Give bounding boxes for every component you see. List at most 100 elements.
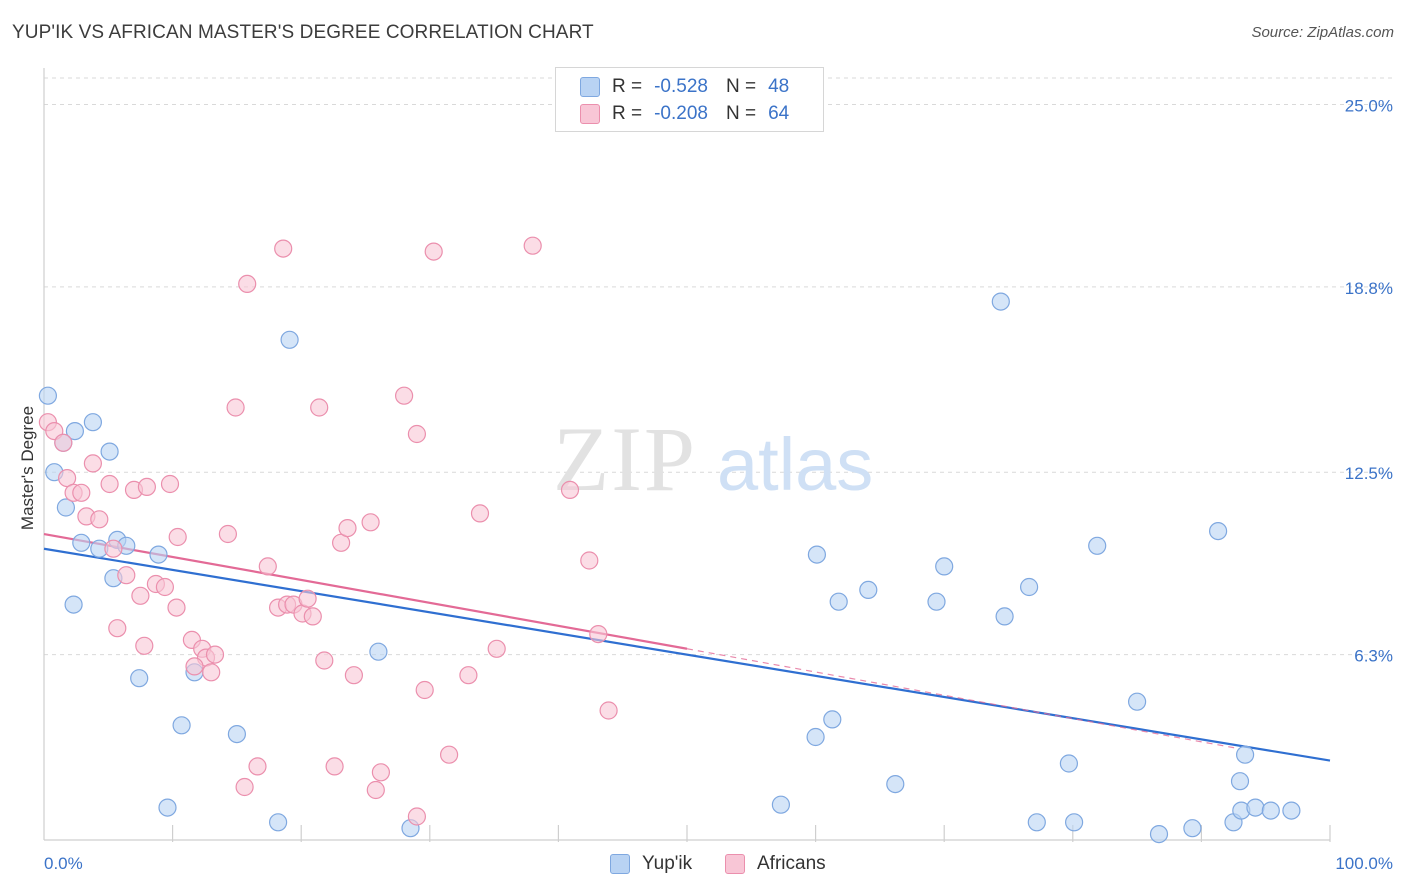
legend-swatch-blue <box>580 77 600 97</box>
y-tick-label: 25.0% <box>1345 96 1393 115</box>
point-yupik <box>1027 813 1046 832</box>
point-africans <box>407 424 426 444</box>
point-africans <box>589 624 608 644</box>
x-tick-label: 0.0% <box>44 854 83 873</box>
point-yupik <box>83 413 103 432</box>
point-yupik <box>1230 772 1250 791</box>
point-africans <box>344 666 363 685</box>
trend-line-yupik <box>43 547 1331 762</box>
series-legend-africans: Africans <box>725 851 826 877</box>
point-yupik <box>227 724 246 744</box>
point-africans <box>226 398 245 417</box>
legend-r-label: R = <box>612 76 643 97</box>
point-africans <box>155 577 174 597</box>
watermark: ZIP atlas <box>553 408 873 510</box>
point-africans <box>168 527 187 547</box>
point-africans <box>90 510 109 529</box>
point-africans <box>235 777 254 797</box>
point-yupik <box>1059 754 1079 773</box>
point-yupik <box>886 774 905 794</box>
point-africans <box>303 607 322 626</box>
point-africans <box>310 398 329 417</box>
point-yupik <box>56 498 76 517</box>
point-yupik <box>927 592 946 611</box>
point-yupik <box>771 795 791 814</box>
point-yupik <box>995 607 1014 626</box>
series-swatch-pink <box>725 854 745 874</box>
point-yupik <box>1282 801 1301 820</box>
point-africans <box>371 763 390 782</box>
point-yupik <box>829 592 848 611</box>
point-yupik <box>807 545 827 564</box>
point-africans <box>167 598 186 617</box>
series-swatch-blue <box>610 854 630 874</box>
point-yupik <box>935 557 954 576</box>
series-legend-yupik: Yup'ik <box>610 851 692 877</box>
point-yupik <box>38 386 58 405</box>
point-yupik <box>1127 692 1147 711</box>
point-africans <box>580 551 599 570</box>
point-yupik <box>64 595 83 614</box>
point-africans <box>407 807 426 826</box>
correlation-legend: R = -0.528 N = 48 R = -0.208 N = 64 <box>555 67 824 132</box>
point-africans <box>424 242 443 261</box>
point-yupik <box>823 710 842 729</box>
point-yupik <box>269 813 288 832</box>
point-africans <box>100 474 119 494</box>
legend-r-value: -0.208 <box>654 103 708 124</box>
point-yupik <box>1235 745 1255 764</box>
point-yupik <box>72 533 91 552</box>
point-yupik <box>1149 824 1169 844</box>
point-africans <box>54 433 73 452</box>
legend-n-value: 64 <box>768 103 790 124</box>
legend-r-value: -0.528 <box>654 76 708 97</box>
point-africans <box>218 524 237 544</box>
point-yupik <box>100 442 119 461</box>
point-africans <box>131 586 150 605</box>
point-africans <box>72 483 91 502</box>
point-yupik <box>1208 521 1228 541</box>
point-africans <box>470 504 490 523</box>
point-africans <box>459 666 478 685</box>
axes <box>43 68 1331 842</box>
y-tick-label: 12.5% <box>1345 464 1393 483</box>
point-africans <box>415 680 434 700</box>
y-tick-label: 6.3% <box>1354 647 1393 666</box>
series-name: Africans <box>757 853 826 874</box>
legend-row-africans: R = -0.208 N = 64 <box>580 101 789 127</box>
point-yupik <box>1088 536 1107 555</box>
data-points <box>38 236 1301 844</box>
point-africans <box>258 557 277 576</box>
point-africans <box>108 619 127 638</box>
point-africans <box>160 474 180 494</box>
point-africans <box>117 566 136 585</box>
point-yupik <box>149 545 168 564</box>
watermark-atlas: atlas <box>717 423 873 506</box>
point-africans <box>298 589 317 608</box>
y-tick-label: 18.8% <box>1345 279 1393 298</box>
legend-n-label: N = <box>725 103 757 124</box>
point-yupik <box>280 330 299 349</box>
point-yupik <box>65 422 85 441</box>
legend-n-value: 48 <box>768 76 790 97</box>
point-africans <box>83 454 103 473</box>
legend-r-label: R = <box>612 103 643 124</box>
point-yupik <box>172 716 191 735</box>
point-africans <box>440 745 459 764</box>
point-africans <box>523 236 542 255</box>
point-africans <box>185 657 204 676</box>
point-africans <box>135 636 154 655</box>
trend-line-africans-extension <box>686 648 1241 750</box>
point-africans <box>202 663 221 682</box>
point-africans <box>599 701 618 720</box>
point-africans <box>248 757 267 776</box>
point-africans <box>238 274 257 293</box>
point-yupik <box>1261 801 1280 820</box>
point-africans <box>395 386 414 405</box>
point-africans <box>104 539 123 558</box>
x-tick-label: 100.0% <box>1335 854 1393 873</box>
point-africans <box>366 780 385 800</box>
y-axis-label: Master's Degree <box>18 406 37 530</box>
point-yupik <box>158 798 177 817</box>
